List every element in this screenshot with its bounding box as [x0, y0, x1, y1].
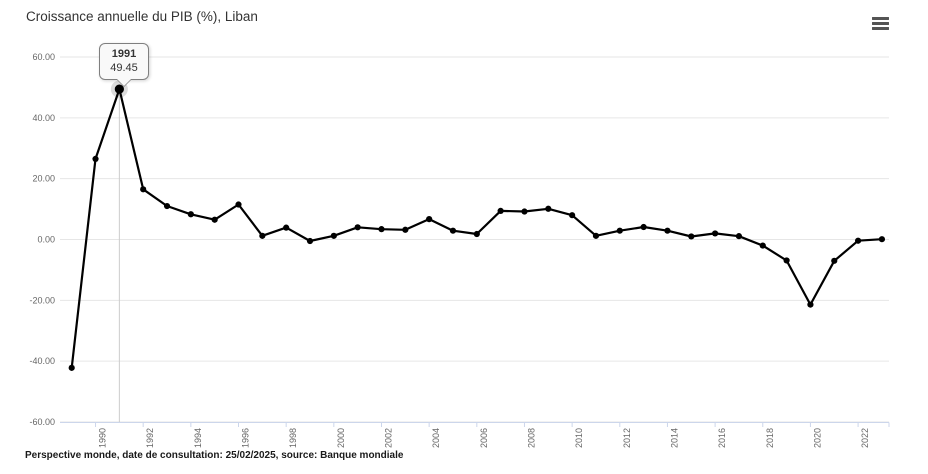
x-axis-label: 1990 — [98, 428, 108, 448]
data-point[interactable] — [545, 205, 552, 212]
x-axis-label: 2012 — [622, 428, 632, 448]
y-axis-label: -20.00 — [29, 295, 55, 305]
data-point[interactable] — [402, 226, 409, 233]
data-point[interactable] — [473, 230, 480, 238]
data-point[interactable] — [497, 207, 504, 215]
data-point[interactable] — [283, 224, 290, 231]
tooltip-value: 49.45 — [110, 62, 138, 74]
y-axis-label: 40.00 — [32, 113, 55, 123]
data-point[interactable] — [306, 237, 314, 245]
chart-title: Croissance annuelle du PIB (%), Liban — [26, 9, 258, 24]
data-point[interactable] — [68, 364, 75, 371]
data-point[interactable] — [854, 237, 862, 244]
data-point[interactable] — [163, 202, 171, 210]
x-axis-label: 2010 — [574, 428, 584, 448]
data-point[interactable] — [354, 224, 361, 231]
data-point[interactable] — [735, 233, 743, 240]
data-point[interactable] — [187, 211, 194, 218]
data-point[interactable] — [426, 216, 433, 223]
x-axis-label: 2002 — [383, 428, 393, 448]
x-axis-label: 2006 — [479, 428, 489, 448]
tooltip: 1991 49.45 — [99, 43, 149, 87]
data-point[interactable] — [259, 232, 266, 239]
data-point[interactable] — [664, 227, 671, 234]
x-axis-label: 2008 — [526, 428, 536, 448]
data-point[interactable] — [235, 201, 242, 208]
data-point[interactable] — [688, 233, 695, 240]
data-point[interactable] — [712, 230, 719, 237]
x-axis-label: 2014 — [669, 428, 679, 448]
source-note: Perspective monde, date de consultation:… — [25, 450, 404, 461]
data-point[interactable] — [807, 301, 814, 308]
data-point[interactable] — [640, 223, 647, 231]
context-menu-button[interactable] — [869, 13, 891, 33]
y-axis-label: 0.00 — [37, 235, 55, 245]
x-axis-label: 2022 — [860, 428, 870, 448]
data-point[interactable] — [616, 227, 623, 234]
data-point[interactable] — [330, 232, 337, 239]
x-axis-label: 1994 — [193, 428, 203, 448]
data-point[interactable] — [140, 186, 147, 193]
data-point[interactable] — [831, 257, 838, 264]
y-axis-label: 20.00 — [32, 174, 55, 184]
tooltip-year: 1991 — [111, 48, 137, 60]
data-point[interactable] — [521, 208, 528, 215]
series-line — [70, 88, 883, 369]
x-axis-label: 2016 — [717, 428, 727, 448]
hamburger-menu-icon — [871, 16, 889, 30]
x-axis-label: 1996 — [241, 428, 251, 448]
data-point[interactable] — [211, 216, 218, 223]
y-axis-label: -40.00 — [29, 356, 55, 366]
x-axis-label: 1992 — [145, 428, 155, 448]
y-axis-label: 60.00 — [32, 52, 55, 62]
data-point[interactable] — [378, 226, 385, 233]
data-point[interactable] — [783, 257, 790, 264]
x-axis-label: 2000 — [336, 428, 346, 448]
data-point[interactable] — [92, 155, 99, 162]
data-point[interactable] — [878, 236, 886, 243]
x-axis-label: 2018 — [765, 428, 775, 448]
x-axis-label: 1998 — [288, 428, 298, 448]
x-axis-label: 2004 — [431, 428, 441, 448]
data-point[interactable] — [592, 232, 600, 239]
y-axis-label: -60.00 — [29, 417, 55, 427]
x-axis-label: 2020 — [812, 428, 822, 448]
data-point[interactable] — [759, 242, 766, 249]
data-point[interactable] — [449, 227, 457, 234]
data-point[interactable] — [569, 212, 576, 219]
